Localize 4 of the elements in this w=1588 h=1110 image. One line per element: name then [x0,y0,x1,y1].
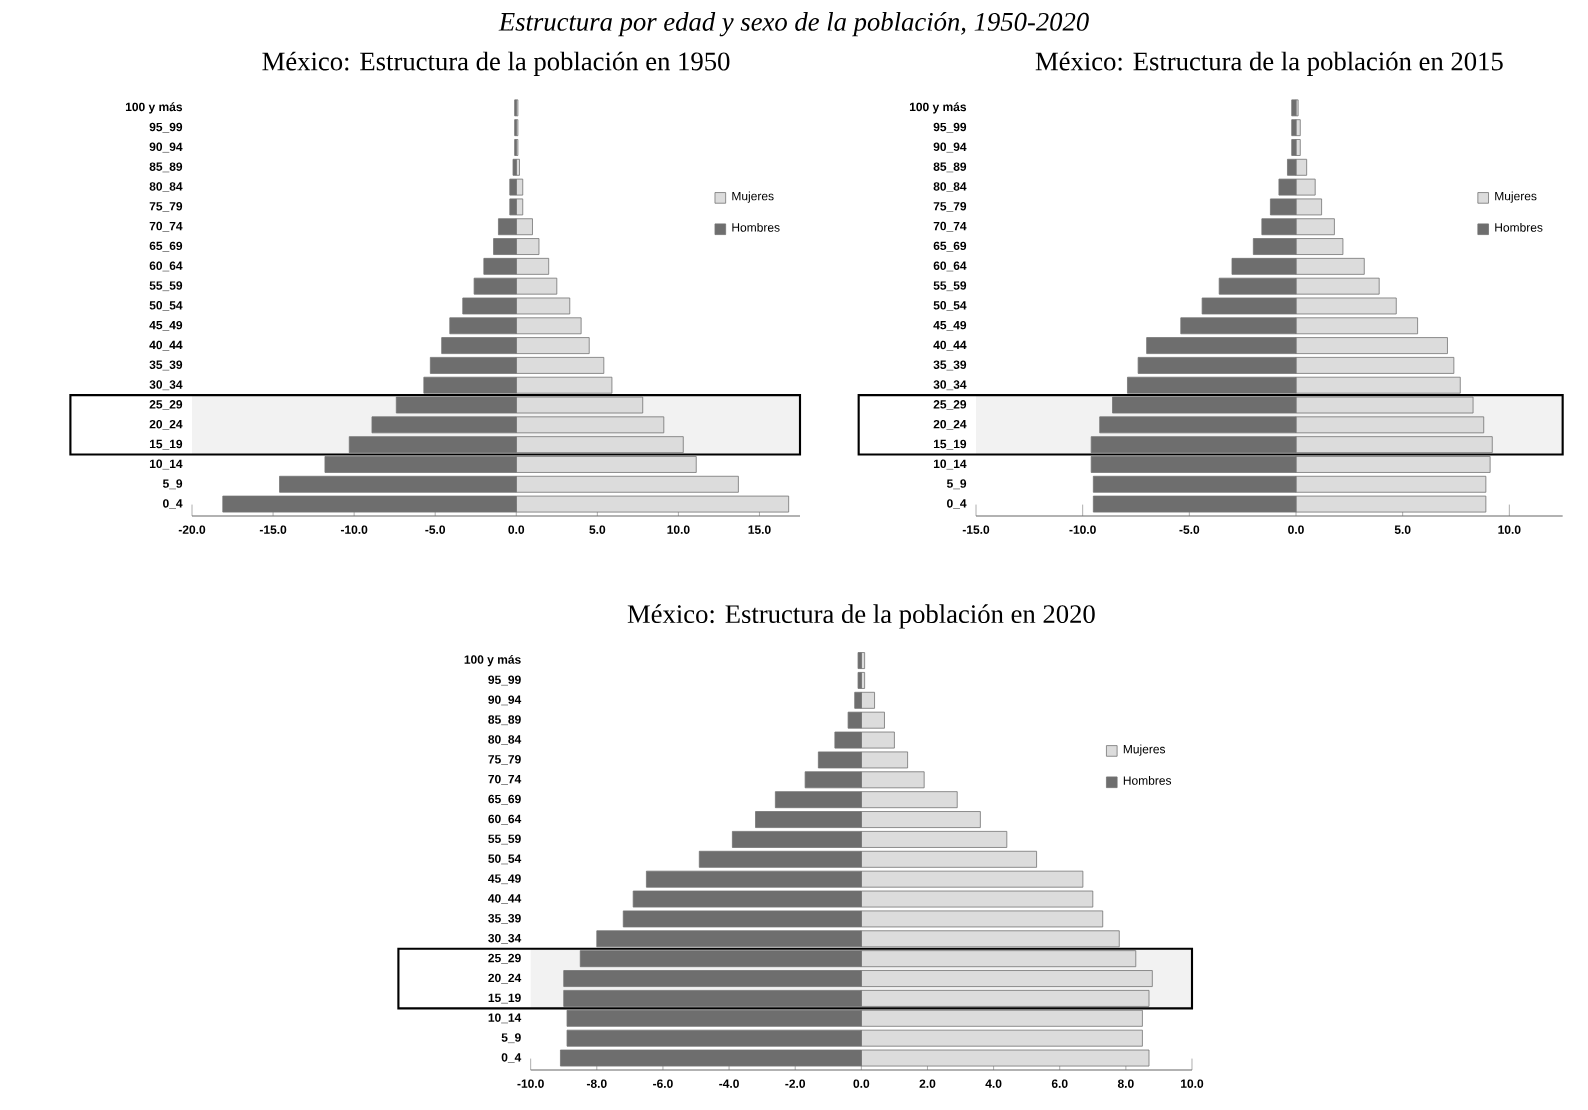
chart-title: México: Estructura de la población en 2020 [627,604,1095,629]
chart-title: México: Estructura de la población en 2015 [1035,51,1503,76]
text: Estructura por edad y sexo de la población, 1950-2020 [498,12,1089,37]
chart-title: México: Estructura de la población en 1950 [262,51,730,76]
